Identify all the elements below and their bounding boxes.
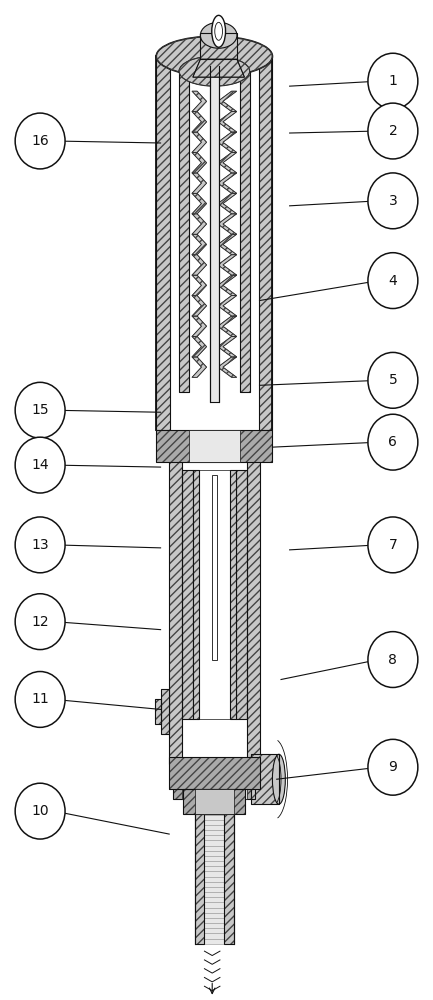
Polygon shape (218, 132, 237, 152)
Text: 12: 12 (31, 615, 49, 629)
Text: 1: 1 (388, 74, 397, 88)
Text: 4: 4 (388, 274, 397, 288)
Ellipse shape (368, 739, 418, 795)
Polygon shape (251, 754, 279, 804)
Polygon shape (218, 91, 237, 112)
Ellipse shape (368, 253, 418, 309)
Polygon shape (218, 173, 237, 193)
Polygon shape (218, 193, 237, 214)
Polygon shape (182, 759, 247, 799)
Text: 2: 2 (388, 124, 397, 138)
Polygon shape (218, 152, 237, 173)
Text: 6: 6 (388, 435, 397, 449)
Polygon shape (218, 234, 237, 255)
Polygon shape (193, 470, 199, 719)
Ellipse shape (15, 594, 65, 650)
Polygon shape (210, 66, 219, 402)
Polygon shape (192, 316, 207, 336)
Polygon shape (192, 112, 207, 132)
FancyBboxPatch shape (188, 91, 240, 377)
Polygon shape (218, 357, 237, 377)
Polygon shape (162, 689, 169, 734)
Ellipse shape (368, 53, 418, 109)
Circle shape (215, 22, 223, 40)
Polygon shape (259, 56, 272, 430)
Polygon shape (179, 71, 188, 392)
Polygon shape (193, 59, 245, 77)
Circle shape (212, 15, 226, 47)
Ellipse shape (272, 754, 285, 804)
Polygon shape (192, 214, 207, 234)
Text: 14: 14 (31, 458, 49, 472)
Polygon shape (192, 173, 207, 193)
Polygon shape (192, 132, 207, 152)
Polygon shape (192, 234, 207, 255)
Ellipse shape (368, 103, 418, 159)
Ellipse shape (15, 517, 65, 573)
Polygon shape (218, 336, 237, 357)
Polygon shape (218, 316, 237, 336)
Ellipse shape (15, 382, 65, 438)
Polygon shape (192, 336, 207, 357)
Ellipse shape (368, 517, 418, 573)
Ellipse shape (368, 632, 418, 687)
Ellipse shape (368, 414, 418, 470)
Polygon shape (240, 71, 250, 392)
Polygon shape (200, 33, 237, 59)
Polygon shape (218, 296, 237, 316)
Ellipse shape (368, 173, 418, 229)
Ellipse shape (368, 352, 418, 408)
Ellipse shape (200, 22, 237, 48)
Text: 9: 9 (388, 760, 397, 774)
Polygon shape (192, 152, 207, 173)
Polygon shape (192, 275, 207, 296)
Polygon shape (192, 91, 207, 112)
Polygon shape (192, 255, 207, 275)
Text: 5: 5 (388, 373, 397, 387)
Polygon shape (156, 56, 170, 430)
Ellipse shape (156, 36, 272, 76)
Polygon shape (174, 759, 255, 799)
Text: 7: 7 (388, 538, 397, 552)
Polygon shape (192, 296, 207, 316)
Polygon shape (183, 789, 246, 814)
Text: 16: 16 (31, 134, 49, 148)
FancyBboxPatch shape (204, 799, 224, 944)
Polygon shape (192, 357, 207, 377)
Polygon shape (224, 799, 234, 944)
Polygon shape (195, 789, 234, 814)
Ellipse shape (15, 672, 65, 727)
Polygon shape (218, 112, 237, 132)
Polygon shape (155, 699, 162, 724)
Text: 8: 8 (388, 653, 397, 667)
Polygon shape (188, 430, 240, 462)
Polygon shape (169, 757, 259, 789)
Polygon shape (195, 799, 204, 944)
Polygon shape (236, 470, 247, 719)
Polygon shape (247, 460, 259, 764)
FancyBboxPatch shape (212, 475, 217, 660)
Ellipse shape (15, 437, 65, 493)
Polygon shape (199, 470, 230, 719)
Ellipse shape (179, 56, 250, 86)
Polygon shape (218, 255, 237, 275)
Text: 13: 13 (31, 538, 49, 552)
Ellipse shape (15, 113, 65, 169)
Polygon shape (218, 275, 237, 296)
Text: 11: 11 (31, 692, 49, 706)
Polygon shape (169, 460, 182, 764)
Polygon shape (182, 470, 193, 719)
Text: 3: 3 (388, 194, 397, 208)
Ellipse shape (15, 783, 65, 839)
Polygon shape (192, 193, 207, 214)
Polygon shape (218, 214, 237, 234)
Text: 10: 10 (31, 804, 49, 818)
Polygon shape (156, 430, 272, 462)
Text: 15: 15 (31, 403, 49, 417)
Polygon shape (230, 470, 236, 719)
